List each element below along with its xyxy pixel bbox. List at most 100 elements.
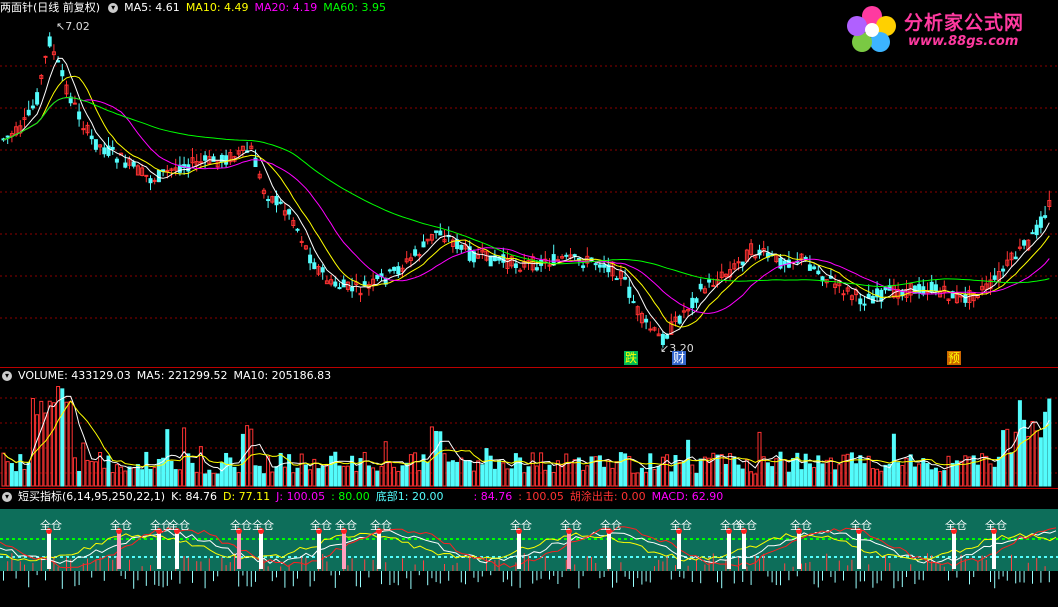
candle xyxy=(144,174,149,177)
candle xyxy=(177,164,182,173)
indicator-panel[interactable]: ▾ 短买指标(6,14,95,250,22,1) K: 84.76 D: 77.11 J… xyxy=(0,488,1058,607)
candle xyxy=(400,267,405,272)
volume-bar xyxy=(278,452,283,487)
volume-bar xyxy=(539,452,544,487)
volume-bar xyxy=(152,466,157,487)
candle xyxy=(858,298,863,305)
candle xyxy=(392,266,397,271)
volume-bar xyxy=(530,452,535,487)
candle xyxy=(648,328,653,331)
candle xyxy=(652,327,657,331)
event-marker-2[interactable]: 财 xyxy=(672,351,687,365)
candle xyxy=(690,297,695,309)
volume-bar xyxy=(593,456,598,487)
candle xyxy=(148,178,153,184)
volume-bar xyxy=(820,463,825,487)
full-position-label: 全仓 xyxy=(335,518,357,532)
signal-bar xyxy=(317,533,321,569)
volume-bar xyxy=(1001,430,1006,487)
macd-value: MACD: 62.90 xyxy=(651,490,724,503)
candle xyxy=(732,263,737,270)
ma20-value: MA20: 4.19 xyxy=(254,1,318,14)
candle xyxy=(308,254,313,264)
logo-url[interactable]: www.88gs.com xyxy=(908,34,1019,49)
volume-bar xyxy=(324,464,329,487)
volume-bar xyxy=(408,454,413,487)
volume-bar xyxy=(648,453,653,487)
candle xyxy=(450,239,455,247)
candle xyxy=(270,196,275,203)
volume-bar xyxy=(543,469,548,487)
volume-bar xyxy=(660,456,665,487)
candle xyxy=(463,244,468,250)
volume-bar xyxy=(879,470,884,487)
price-panel[interactable]: 两面针(日线 前复权) ▾ MA5: 4.61 MA10: 4.49 MA20: 4.1… xyxy=(0,0,1058,367)
full-position-label: 全仓 xyxy=(40,518,62,532)
volume-bar xyxy=(757,431,762,487)
settings-icon[interactable]: ▾ xyxy=(2,492,12,502)
volume-bar xyxy=(354,470,359,487)
volume-bar xyxy=(282,466,287,487)
vol-ma10-value: MA10: 205186.83 xyxy=(233,369,332,382)
signal-dot xyxy=(516,528,522,534)
candle xyxy=(660,333,665,345)
signal-dot xyxy=(741,528,747,534)
event-marker-1[interactable]: 跌 xyxy=(624,351,639,365)
settings-icon[interactable]: ▾ xyxy=(2,371,12,381)
volume-bar xyxy=(148,468,153,487)
volume-bar xyxy=(9,463,14,487)
volume-bar xyxy=(291,472,296,487)
candle xyxy=(413,249,418,256)
signal-dot xyxy=(341,528,347,534)
d-value: D: 77.11 xyxy=(222,490,271,503)
volume-bar xyxy=(702,456,707,487)
volume-bar xyxy=(1026,435,1031,487)
event-marker-3[interactable]: 预 xyxy=(947,351,962,365)
volume-bar xyxy=(131,467,136,487)
volume-bar xyxy=(862,463,867,487)
candle xyxy=(1030,232,1035,235)
candle xyxy=(711,284,716,287)
volume-bar xyxy=(400,465,405,487)
volume-bar xyxy=(261,473,266,487)
vol-ma5-value: MA5: 221299.52 xyxy=(136,369,228,382)
candle xyxy=(60,70,65,77)
volume-bar xyxy=(26,462,31,487)
bottom-value: 底部1: 20.00 xyxy=(375,490,444,503)
volume-bar xyxy=(963,455,968,487)
volume-bar xyxy=(942,470,947,487)
candlestick-chart[interactable] xyxy=(0,0,1058,367)
candle xyxy=(560,256,565,259)
candle xyxy=(5,135,10,138)
signal-dot xyxy=(991,528,997,534)
candle xyxy=(408,257,413,261)
candle xyxy=(169,168,174,171)
volume-bar xyxy=(980,453,985,487)
volume-bar xyxy=(224,452,229,487)
candle xyxy=(72,102,77,105)
volume-bar xyxy=(404,462,409,487)
vol-ma10-line xyxy=(3,400,1050,468)
candle xyxy=(9,133,14,137)
volume-bar xyxy=(698,458,703,487)
volume-bar xyxy=(774,458,779,487)
volume-bar xyxy=(938,471,943,487)
candle xyxy=(375,274,380,280)
volume-bar xyxy=(791,457,796,487)
volume-bar xyxy=(707,457,712,487)
settings-icon[interactable]: ▾ xyxy=(108,3,119,13)
volume-bar xyxy=(438,431,443,487)
candle xyxy=(106,145,111,156)
stock-title: 两面针(日线 前复权) xyxy=(0,1,101,14)
volume-chart[interactable] xyxy=(0,368,1058,488)
volume-bar xyxy=(551,471,556,487)
volume-bar xyxy=(72,457,77,487)
signal-dot xyxy=(174,528,180,534)
candle xyxy=(925,291,930,294)
volume-bar xyxy=(665,454,670,487)
volume-bar xyxy=(236,472,241,487)
volume-bar xyxy=(106,455,111,487)
volume-panel[interactable]: ▾ VOLUME: 433129.03 MA5: 221299.52 MA10: 20… xyxy=(0,367,1058,488)
volume-bar xyxy=(64,401,69,487)
